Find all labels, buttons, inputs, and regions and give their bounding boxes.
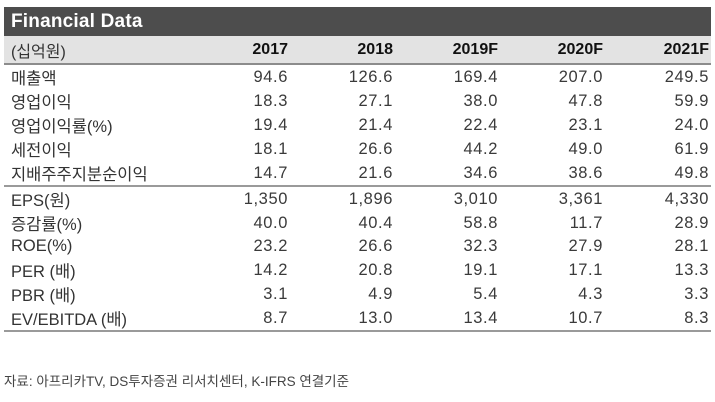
cell-value: 34.6: [395, 161, 500, 187]
cell-value: 3.3: [684, 284, 709, 303]
cell-value: 26.6: [358, 139, 393, 158]
cell-value: 8.3: [605, 306, 711, 333]
cell-value: 28.1: [674, 237, 709, 256]
row-label: 영업이익률(%): [11, 118, 113, 136]
cell-value: 4.9: [368, 284, 393, 303]
column-header: 2019F: [395, 36, 500, 65]
cell-value: 38.0: [463, 91, 498, 110]
table-row: EV/EBITDA (배) 8.7 13.0 13.4 10.7 8.3: [4, 306, 711, 333]
cell-value: 169.4: [453, 67, 498, 86]
cell-value: 59.9: [674, 91, 709, 110]
cell-value: 24.0: [674, 115, 709, 134]
row-label: 지배주주지분순이익: [4, 161, 204, 187]
table-row: 세전이익 18.1 26.6 44.2 49.0 61.9: [4, 137, 711, 161]
cell-value: 28.9: [674, 213, 709, 232]
row-label: 영업이익: [11, 94, 72, 112]
cell-value: 1,896: [348, 189, 393, 208]
cell-value: 14.2: [253, 260, 288, 279]
cell-value: 126.6: [348, 67, 393, 86]
table-row: 영업이익률(%) 19.4 21.4 22.4 23.1 24.0: [4, 113, 711, 137]
row-label: 매출액: [11, 70, 57, 88]
row-label: ROE(%): [11, 237, 73, 256]
table-row: 지배주주지분순이익 14.7 21.6 34.6 38.6 49.8: [4, 161, 711, 187]
cell-value: 19.1: [463, 260, 498, 279]
row-label: PER (배): [11, 263, 76, 282]
row-label: PBR (배): [11, 287, 76, 306]
row-label: 증감률(%): [11, 216, 83, 234]
cell-value: 22.4: [463, 115, 498, 134]
cell-value: 94.6: [253, 67, 288, 86]
unit-label: (십억원): [4, 36, 204, 65]
cell-value: 207.0: [558, 67, 603, 86]
financial-table: (십억원) 2017 2018 2019F 2020F 2021F 매출액 94…: [4, 36, 711, 333]
cell-value: 13.3: [674, 260, 709, 279]
cell-value: 249.5: [664, 67, 709, 86]
cell-value: 4,330: [664, 189, 709, 208]
table-row: EPS(원) 1,350 1,896 3,010 3,361 4,330: [4, 186, 711, 211]
financial-data-panel: Financial Data (십억원) 2017 2018 2019F 202…: [4, 7, 711, 333]
table-row: 영업이익 18.3 27.1 38.0 47.8 59.9: [4, 89, 711, 113]
cell-value: 61.9: [674, 139, 709, 158]
cell-value: 26.6: [358, 237, 393, 256]
row-label: EV/EBITDA (배): [4, 306, 204, 333]
cell-value: 21.4: [358, 115, 393, 134]
cell-value: 47.8: [568, 91, 603, 110]
cell-value: 17.1: [568, 260, 603, 279]
table-row: PBR (배) 3.1 4.9 5.4 4.3 3.3: [4, 282, 711, 306]
cell-value: 10.7: [500, 306, 605, 333]
cell-value: 58.8: [463, 213, 498, 232]
cell-value: 3.1: [263, 284, 288, 303]
cell-value: 3,010: [453, 189, 498, 208]
cell-value: 13.4: [395, 306, 500, 333]
cell-value: 13.0: [290, 306, 395, 333]
cell-value: 18.1: [253, 139, 288, 158]
cell-value: 38.6: [500, 161, 605, 187]
cell-value: 20.8: [358, 260, 393, 279]
cell-value: 44.2: [463, 139, 498, 158]
cell-value: 5.4: [473, 284, 498, 303]
cell-value: 1,350: [243, 189, 288, 208]
cell-value: 23.1: [568, 115, 603, 134]
cell-value: 8.7: [204, 306, 290, 333]
cell-value: 49.8: [605, 161, 711, 187]
table-row: 매출액 94.6 126.6 169.4 207.0 249.5: [4, 64, 711, 89]
cell-value: 27.1: [358, 91, 393, 110]
cell-value: 40.4: [358, 213, 393, 232]
table-row: ROE(%) 23.2 26.6 32.3 27.9 28.1: [4, 235, 711, 258]
cell-value: 32.3: [463, 237, 498, 256]
source-note: 자료: 아프리카TV, DS투자증권 리서치센터, K-IFRS 연결기준: [4, 374, 350, 389]
cell-value: 4.3: [578, 284, 603, 303]
cell-value: 19.4: [253, 115, 288, 134]
row-label: EPS(원): [11, 192, 71, 210]
cell-value: 3,361: [558, 189, 603, 208]
panel-title: Financial Data: [4, 7, 711, 36]
row-label: 세전이익: [11, 142, 72, 160]
column-header: 2021F: [605, 36, 711, 65]
column-header: 2018: [290, 36, 395, 65]
cell-value: 18.3: [253, 91, 288, 110]
cell-value: 11.7: [569, 213, 603, 232]
cell-value: 21.6: [290, 161, 395, 187]
cell-value: 14.7: [204, 161, 290, 187]
table-row: 증감률(%) 40.0 40.4 58.8 11.7 28.9: [4, 211, 711, 235]
cell-value: 40.0: [253, 213, 288, 232]
table-row: PER (배) 14.2 20.8 19.1 17.1 13.3: [4, 258, 711, 282]
column-header: 2020F: [500, 36, 605, 65]
table-header-row: (십억원) 2017 2018 2019F 2020F 2021F: [4, 36, 711, 65]
column-header: 2017: [204, 36, 290, 65]
cell-value: 49.0: [568, 139, 603, 158]
cell-value: 27.9: [568, 237, 603, 256]
cell-value: 23.2: [253, 237, 288, 256]
